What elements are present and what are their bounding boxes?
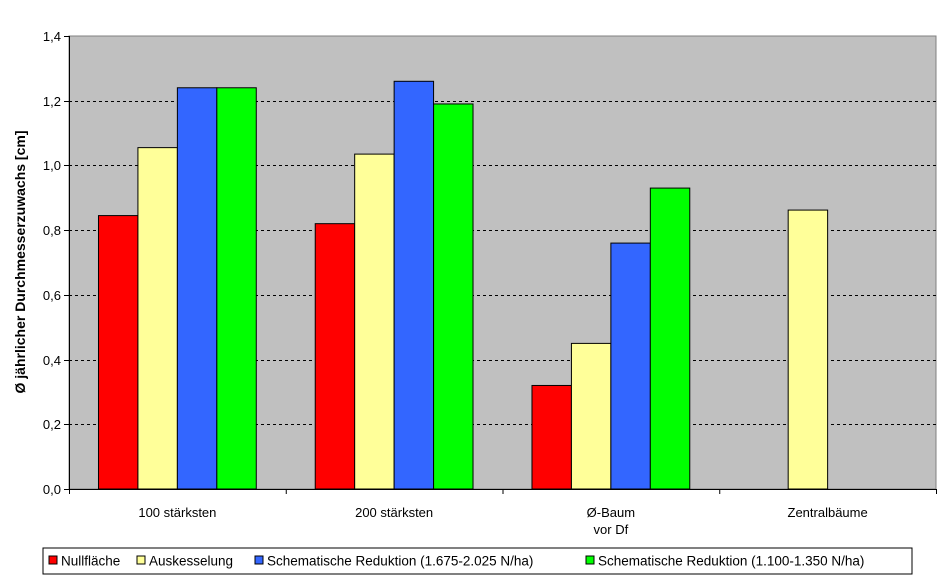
y-axis-title: Ø jährlicher Durchmesserzuwachs [cm] (12, 131, 28, 394)
legend-swatch (48, 555, 58, 565)
bar (649, 187, 691, 490)
y-tick-label: 0,6 (43, 288, 61, 303)
legend-label: Nullfläche (61, 554, 120, 569)
legend-label: Auskesselung (149, 554, 233, 569)
legend-swatch (136, 555, 146, 565)
y-tick-label: 0,2 (43, 417, 61, 432)
bar (433, 103, 474, 490)
bar (97, 215, 139, 490)
y-tick-label: 1,0 (43, 158, 61, 173)
legend-swatch (254, 555, 264, 565)
x-tick-label: 100 stärksten (138, 505, 216, 520)
x-tick-label: vor Df (594, 522, 629, 537)
bar (354, 153, 395, 490)
axes (64, 36, 937, 494)
x-tick-label: Ø-Baum (587, 505, 635, 520)
bar (176, 87, 218, 490)
bar (314, 223, 356, 490)
x-tick-label: 200 stärksten (355, 505, 433, 520)
bar (137, 147, 178, 490)
bars (97, 80, 829, 490)
y-tick-label: 0,8 (43, 223, 61, 238)
y-tick-label: 0,4 (43, 353, 61, 368)
y-tick-label: 1,4 (43, 29, 61, 44)
y-tick-label: 1,2 (43, 94, 61, 109)
y-tick-label: 0,0 (43, 482, 61, 497)
bar (531, 384, 572, 490)
legend: Nullfläche Auskesselung Schematische Reduk… (42, 547, 913, 575)
y-tick-labels: 0,0 0,2 0,4 0,6 0,8 1,0 1,2 1,4 (43, 29, 61, 497)
bar (570, 342, 612, 490)
x-tick-labels: 100 stärksten 200 stärksten Ø-Baum vor Df Ze… (138, 505, 867, 537)
bar (393, 80, 435, 490)
legend-box (42, 547, 913, 575)
bar (216, 87, 257, 490)
legend-swatch (585, 555, 595, 565)
bar (610, 242, 651, 490)
legend-label: Schematische Reduktion (1.675-2.025 N/ha… (267, 554, 533, 569)
x-tick-label: Zentralbäume (788, 505, 868, 520)
legend-label: Schematische Reduktion (1.100-1.350 N/ha… (598, 554, 864, 569)
bar (787, 209, 829, 490)
